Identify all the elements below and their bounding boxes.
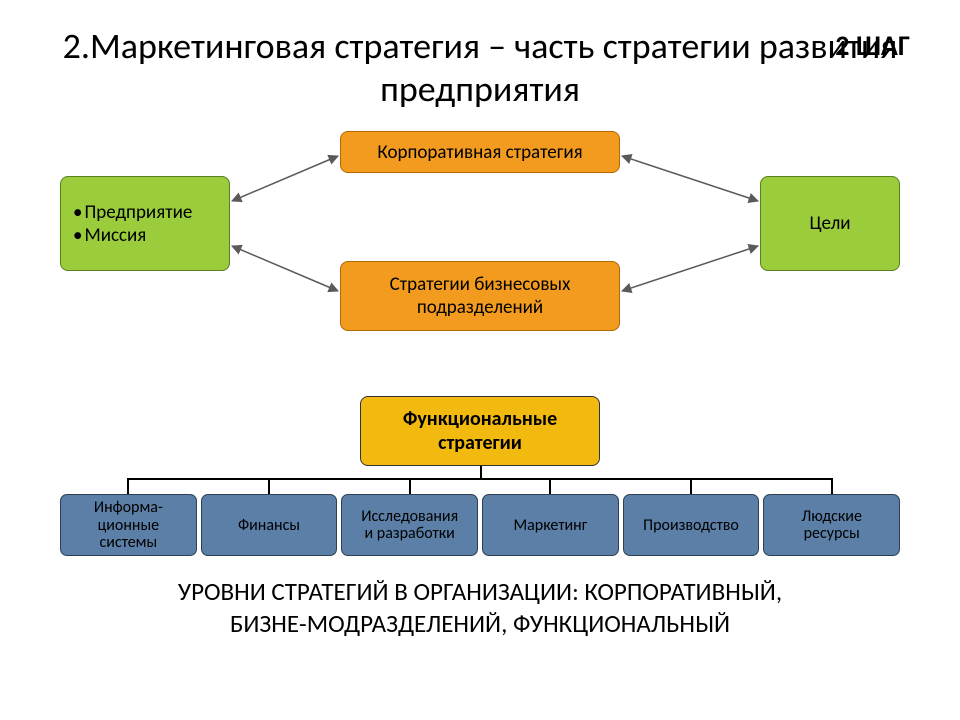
box-top-label: Корпоративная стратегия (353, 141, 607, 164)
footer-line2: БИЗНЕ-МОДРАЗДЕЛЕНИЙ, ФУНКЦИОНАЛЬНЫЙ (40, 608, 920, 639)
box-left-line1: Предприятие (73, 201, 217, 224)
footer-line1: УРОВНИ СТРАТЕГИЙ В ОРГАНИЗАЦИИ: КОРПОРАТ… (40, 576, 920, 607)
tree-leaves: Информа- ционные системыФинансыИсследова… (60, 494, 900, 556)
box-left-line2: Миссия (73, 224, 217, 247)
box-business-unit-strategies: Стратегии бизнесовых подразделений (340, 261, 620, 331)
tree-leaf: Людские ресурсы (763, 494, 900, 556)
box-right-label: Цели (809, 212, 850, 235)
tree-root-line1: Функциональные (369, 407, 591, 431)
step-label: 2 ШАГ (835, 28, 910, 63)
slide-title: 2.Маркетинговая стратегия – часть страте… (0, 0, 960, 121)
tree-connectors (60, 466, 900, 494)
box-corporate-strategy: Корпоративная стратегия (340, 131, 620, 173)
box-goals: Цели (760, 176, 900, 271)
tree-root-line2: стратегии (369, 431, 591, 455)
tree-leaf: Финансы (201, 494, 338, 556)
tree-leaf: Информа- ционные системы (60, 494, 197, 556)
tree-leaf: Производство (623, 494, 760, 556)
tree-root: Функциональные стратегии (360, 396, 600, 466)
tree-leaf: Маркетинг (482, 494, 619, 556)
strategy-diagram: Предприятие Миссия Корпоративная стратег… (0, 121, 960, 351)
footer-text: УРОВНИ СТРАТЕГИЙ В ОРГАНИЗАЦИИ: КОРПОРАТ… (0, 576, 960, 639)
box-enterprise-mission: Предприятие Миссия (60, 176, 230, 271)
tree-leaf: Исследования и разработки (341, 494, 478, 556)
functional-tree: Функциональные стратегии Информа- ционны… (60, 396, 900, 556)
box-bottom-line2: подразделений (353, 296, 607, 319)
box-bottom-line1: Стратегии бизнесовых (353, 273, 607, 296)
